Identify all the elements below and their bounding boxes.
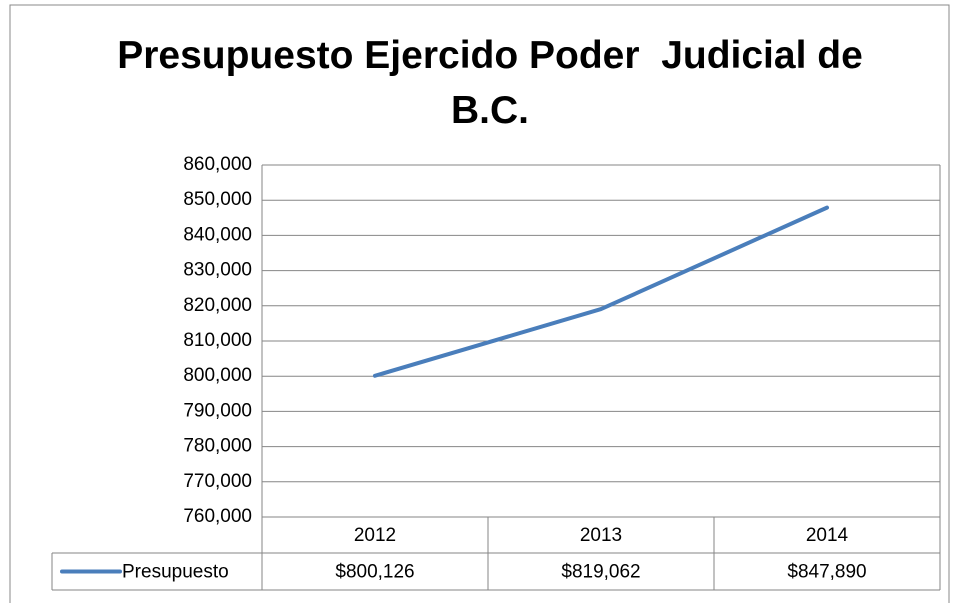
chart-border xyxy=(9,4,950,603)
y-tick-label: 820,000 xyxy=(183,295,252,316)
x-tick-label: 2013 xyxy=(580,525,622,546)
y-tick-label: 770,000 xyxy=(183,471,252,492)
y-tick-label: 840,000 xyxy=(183,224,252,245)
data-table-value: $847,890 xyxy=(787,562,866,583)
series-line xyxy=(373,205,829,378)
y-tick-label: 760,000 xyxy=(183,506,252,527)
data-table-value: $800,126 xyxy=(335,562,414,583)
y-tick-label: 830,000 xyxy=(183,260,252,281)
y-tick-label: 810,000 xyxy=(183,330,252,351)
chart-title: Presupuesto Ejercido Poder Judicial de B… xyxy=(117,34,874,132)
y-tick-label: 860,000 xyxy=(183,154,252,175)
data-table-value: $819,062 xyxy=(561,562,640,583)
y-tick-label: 780,000 xyxy=(183,436,252,457)
x-tick-label: 2014 xyxy=(806,525,849,546)
y-tick-label: 800,000 xyxy=(183,365,252,386)
y-tick-label: 850,000 xyxy=(183,189,252,210)
y-tick-label: 790,000 xyxy=(183,400,252,421)
legend-label: Presupuesto xyxy=(122,562,229,583)
x-tick-label: 2012 xyxy=(354,525,396,546)
